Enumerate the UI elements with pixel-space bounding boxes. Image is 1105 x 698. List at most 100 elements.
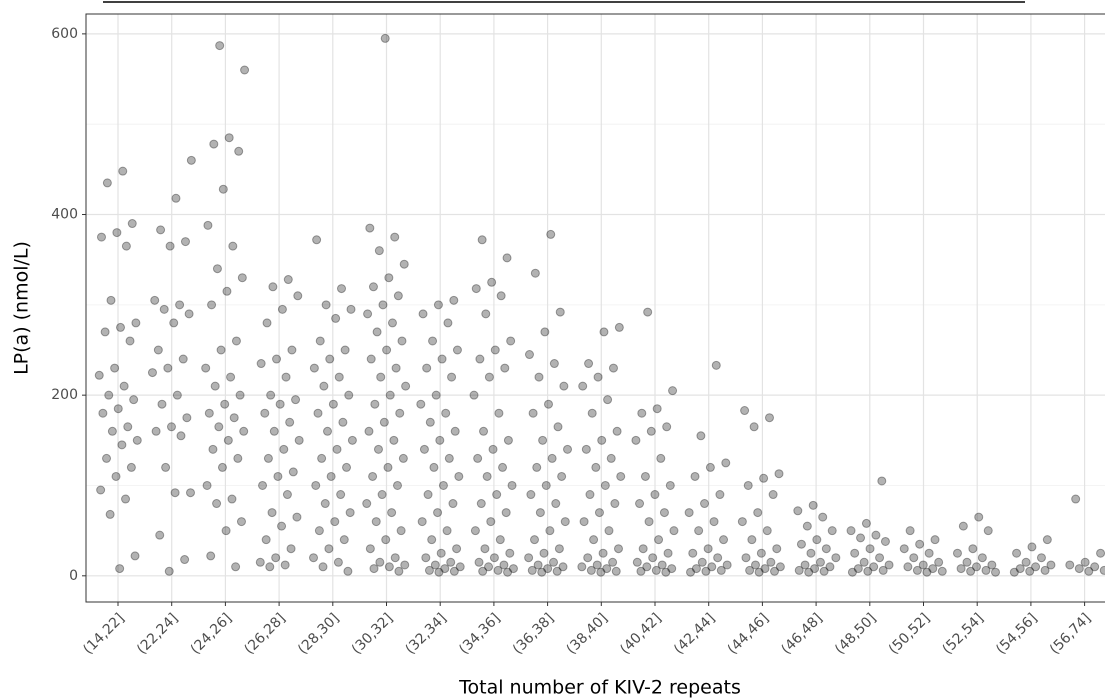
point: [500, 363, 510, 373]
point: [871, 530, 881, 540]
y-tick-label: 200: [51, 387, 78, 403]
point: [532, 462, 542, 472]
x-tick-label: (44,46]: [725, 610, 772, 657]
x-tick-label: (48,50]: [832, 610, 879, 657]
point: [383, 462, 393, 472]
point: [337, 284, 347, 294]
point: [416, 399, 426, 409]
point: [668, 386, 678, 396]
point: [545, 526, 555, 536]
point: [113, 404, 123, 414]
point: [696, 431, 706, 441]
point: [750, 560, 760, 570]
point: [425, 417, 435, 427]
point: [528, 408, 538, 418]
point: [226, 372, 236, 382]
point: [912, 565, 922, 575]
point: [224, 133, 234, 143]
point: [800, 560, 810, 570]
point: [558, 562, 568, 572]
point: [563, 444, 573, 454]
point: [313, 408, 323, 418]
point: [611, 566, 621, 576]
grid: [86, 14, 1105, 602]
point: [266, 390, 276, 400]
point: [602, 564, 612, 574]
point: [279, 444, 289, 454]
point: [507, 480, 517, 490]
point: [449, 295, 459, 305]
point: [899, 544, 909, 554]
x-tick-label: (36,38]: [510, 610, 557, 657]
point: [918, 560, 928, 570]
point: [186, 155, 196, 165]
point: [608, 363, 618, 373]
point: [342, 462, 352, 472]
point: [743, 480, 753, 490]
point: [768, 490, 778, 500]
point: [422, 363, 432, 373]
point: [180, 237, 190, 247]
x-tick-label: (40,42]: [617, 610, 664, 657]
point: [442, 526, 452, 536]
point: [395, 408, 405, 418]
point: [540, 327, 550, 337]
point: [380, 33, 390, 43]
point: [153, 345, 163, 355]
point: [924, 548, 934, 558]
point: [614, 322, 624, 332]
point: [261, 535, 271, 545]
point: [130, 551, 140, 561]
point: [557, 471, 567, 481]
point: [343, 566, 353, 576]
point: [691, 564, 701, 574]
point: [543, 564, 553, 574]
point: [716, 565, 726, 575]
point: [1031, 562, 1041, 572]
point: [530, 268, 540, 278]
point: [526, 490, 536, 500]
point: [930, 535, 940, 545]
point: [559, 381, 569, 391]
point: [962, 557, 972, 567]
point: [121, 241, 131, 251]
point: [880, 536, 890, 546]
point: [234, 146, 244, 156]
point: [326, 471, 336, 481]
point: [741, 553, 751, 563]
point: [488, 444, 498, 454]
point: [541, 480, 551, 490]
point: [285, 417, 295, 427]
point: [688, 548, 698, 558]
point: [1027, 542, 1037, 552]
point: [856, 533, 866, 543]
point: [747, 535, 757, 545]
point: [952, 548, 962, 558]
point: [240, 65, 250, 75]
point: [334, 372, 344, 382]
point: [533, 560, 543, 570]
point: [377, 490, 387, 500]
point: [293, 291, 303, 301]
x-tick-label: (46,48]: [778, 610, 825, 657]
point: [132, 435, 142, 445]
point: [178, 354, 188, 364]
point: [271, 553, 281, 563]
point: [331, 313, 341, 323]
point: [433, 300, 443, 310]
point: [808, 500, 818, 510]
point: [937, 566, 947, 576]
point: [606, 453, 616, 463]
point: [503, 435, 513, 445]
point: [170, 488, 180, 498]
point: [104, 390, 114, 400]
point: [471, 284, 481, 294]
point: [214, 422, 224, 432]
point: [928, 564, 938, 574]
point: [324, 544, 334, 554]
point: [549, 359, 559, 369]
point: [207, 300, 217, 310]
point: [587, 408, 597, 418]
point: [372, 327, 382, 337]
point: [338, 417, 348, 427]
